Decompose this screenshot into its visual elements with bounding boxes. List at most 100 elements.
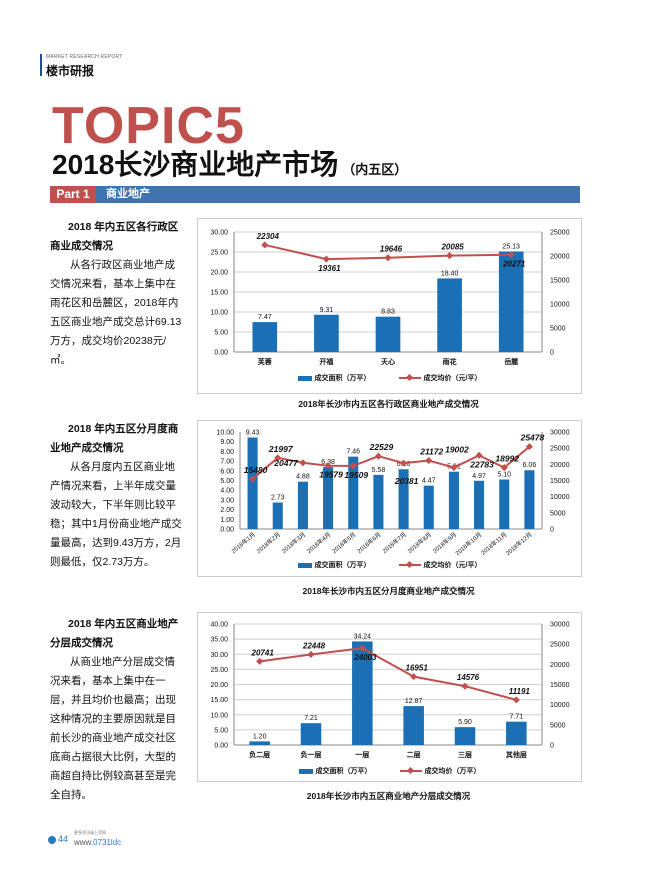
bar	[252, 322, 278, 352]
legend-bar-label: 成交面积（万平）	[314, 562, 371, 569]
y-tick-label: 15.00	[210, 697, 228, 704]
x-tick-label: 2018年9月	[431, 530, 458, 555]
bar-value-label: 5.90	[458, 719, 472, 726]
y-tick-label: 0.00	[220, 527, 234, 534]
url-prefix: www.	[74, 838, 94, 847]
chart-legend: 成交面积（万平） 成交均价（元/平）	[198, 560, 581, 570]
bar	[300, 723, 322, 745]
price-value-label: 20477	[273, 458, 299, 468]
chart-svg: 0.00 5.00 10.00 15.00 20.00 25.00 30.00 35.00 40…	[210, 622, 569, 760]
y2-tick-label: 5000	[550, 510, 566, 517]
x-tick-label: 2018年8月	[406, 530, 433, 555]
x-tick-label: 岳麓	[504, 357, 518, 366]
bar-value-label: 8.83	[381, 309, 395, 316]
bar	[454, 727, 476, 745]
y-tick-label: 1.00	[220, 517, 234, 524]
price-marker	[324, 462, 332, 470]
y-tick-label: 30.00	[210, 652, 228, 659]
bar	[373, 474, 384, 529]
bar-value-label: 5.10	[497, 472, 511, 479]
section-body: 从各行政区商业地产成交情况来看，基本上集中在雨花区和岳麓区，2018年内五区商业…	[50, 259, 182, 366]
price-value-label: 22529	[369, 442, 394, 452]
x-tick-label: 负二层	[249, 750, 270, 759]
bar	[498, 251, 524, 352]
page-title: 2018长沙商业地产市场 （内五区）	[52, 150, 407, 185]
x-tick-label: 芙蓉	[257, 357, 273, 366]
bar	[499, 479, 510, 529]
chart-caption: 2018年长沙市内五区商业地产分层成交情况	[306, 791, 471, 801]
price-value-label: 20381	[394, 476, 419, 486]
y2-tick-label: 25000	[550, 446, 570, 453]
legend-line-label: 成交均价（万平）	[424, 768, 481, 775]
price-value-label: 16951	[406, 664, 429, 673]
price-value-label: 25478	[520, 433, 545, 443]
y-tick-label: 9.00	[220, 439, 234, 446]
bar-value-label: 6.06	[523, 462, 537, 469]
bar	[297, 481, 308, 529]
legend-line-swatch	[398, 377, 421, 379]
y2-tick-label: 10000	[550, 494, 570, 501]
page-dot-icon	[48, 835, 56, 844]
y2-tick-label: 30000	[550, 430, 570, 437]
price-value-label: 20271	[502, 260, 526, 269]
section-heading: 2018 年内五区商业地产	[68, 618, 179, 630]
legend-bar-label: 成交面积（万平）	[315, 768, 372, 775]
bar	[249, 741, 270, 745]
y2-tick-label: 15000	[550, 478, 570, 485]
y2-tick-label: 20000	[550, 462, 570, 469]
chart-legend: 成交面积（万平） 成交均价（元/平）	[198, 373, 581, 383]
bar-value-label: 4.97	[472, 473, 486, 480]
x-tick-label: 2018年5月	[330, 530, 357, 555]
section-text-district: 2018 年内五区各行政区 商业成交情况 从各行政区商业地产成交情况来看，基本上…	[50, 218, 182, 370]
price-value-label: 19646	[380, 245, 403, 254]
chart-floor: 0.00 5.00 10.00 15.00 20.00 25.00 30.00 35.00 40…	[197, 612, 582, 782]
bar	[352, 641, 373, 745]
price-value-label: 19579	[319, 470, 343, 480]
price-value-label: 15480	[244, 465, 268, 475]
section-text-monthly: 2018 年内五区分月度商 业地产成交情况 从各月度内五区商业地产情况来看，上半…	[50, 420, 182, 572]
legend-bar-swatch	[298, 768, 313, 774]
y2-tick-label: 15000	[550, 278, 570, 285]
price-line	[259, 647, 517, 701]
bar-value-label: 12.87	[405, 698, 423, 705]
x-tick-label: 2018年7月	[381, 530, 408, 555]
bar	[403, 706, 424, 745]
price-value-label: 22304	[256, 232, 280, 241]
price-marker	[299, 459, 307, 467]
section-heading-cont: 分层成交情况	[50, 637, 113, 649]
y2-tick-label: 20000	[550, 254, 570, 261]
url-domain: 0731ldc	[93, 838, 122, 847]
website-link[interactable]: www.0731ldc	[74, 838, 121, 848]
bar	[398, 469, 409, 529]
part-label: 商业地产	[106, 188, 150, 200]
page-number: 44	[58, 834, 69, 844]
x-tick-label: 2018年3月	[280, 530, 307, 555]
y2-tick-label: 5000	[550, 722, 566, 729]
bar-value-label: 4.88	[296, 474, 310, 481]
bar	[314, 314, 339, 352]
y-tick-label: 5.00	[220, 478, 234, 485]
chart-svg: 0.00 5.00 10.00 15.00 20.00 25.00 30.00 0 5000 10…	[210, 230, 570, 367]
price-marker	[425, 457, 433, 465]
price-marker	[500, 464, 508, 472]
y-tick-label: 7.00	[220, 459, 234, 466]
x-tick-label: 2018年11月	[479, 530, 508, 556]
bar	[272, 502, 283, 529]
y2-tick-label: 25000	[550, 230, 570, 237]
x-tick-label: 负一层	[301, 750, 322, 759]
x-tick-label: 三层	[458, 750, 472, 759]
x-tick-label: 2018年4月	[305, 530, 332, 555]
y-tick-label: 0.00	[214, 743, 228, 750]
footer-note: 更多资讯请上官网	[74, 830, 106, 835]
y-tick-label: 5.00	[214, 330, 228, 337]
price-marker	[256, 657, 264, 665]
section-body: 从各月度内五区商业地产情况来看，上半年成交量波动较大，下半年则比较平稳；其中1月…	[50, 461, 182, 568]
bar	[474, 480, 485, 529]
y2-tick-label: 0	[550, 743, 554, 750]
price-marker	[261, 241, 269, 249]
price-value-label: 19002	[445, 445, 469, 455]
bar	[375, 316, 401, 352]
y-tick-label: 6.00	[220, 468, 234, 475]
header-english: MARKET RESEARCH REPORT	[46, 54, 123, 60]
